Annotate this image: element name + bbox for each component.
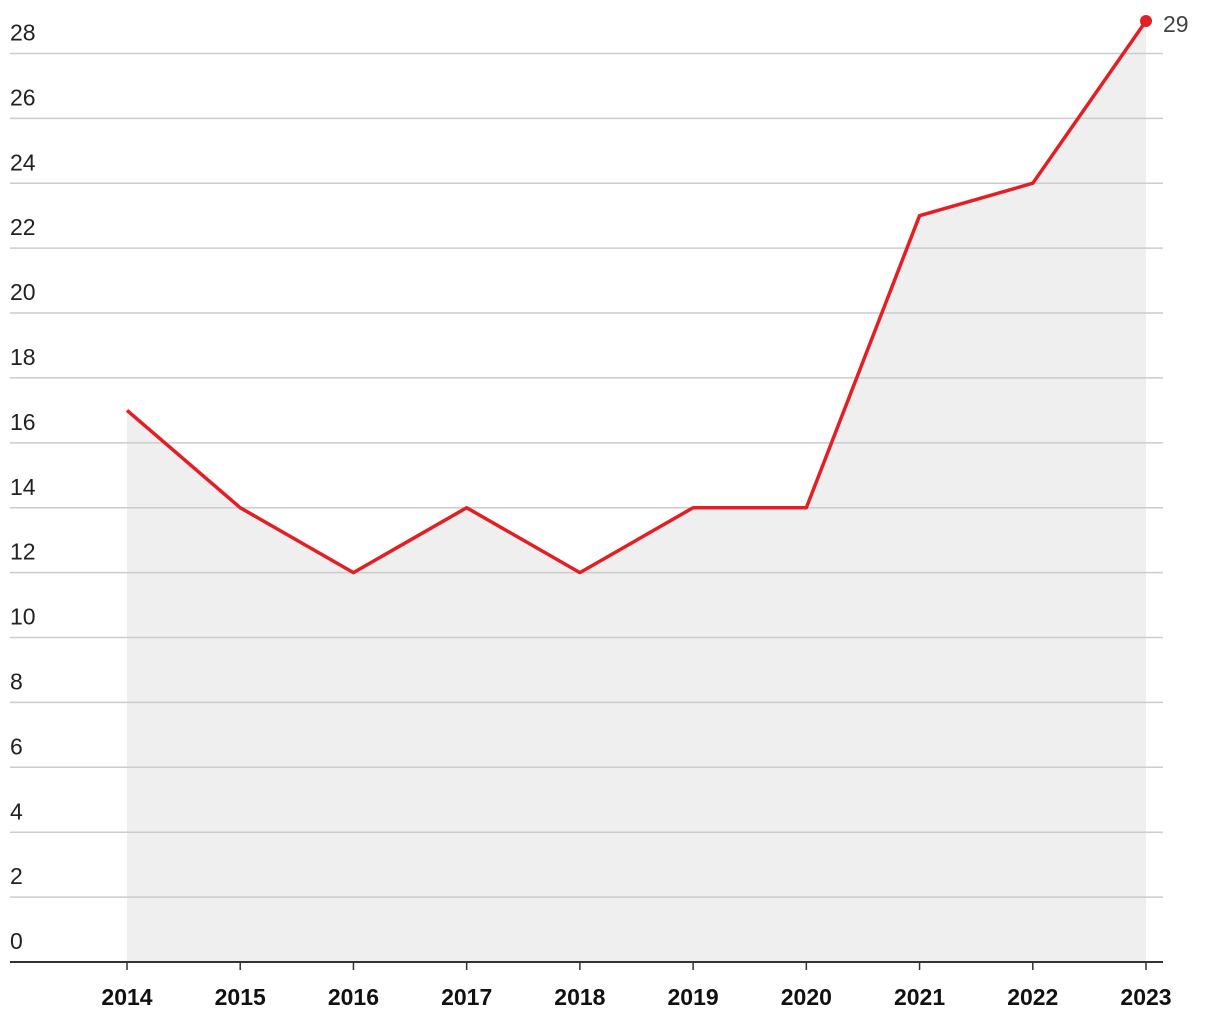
y-tick-label: 28	[10, 20, 36, 46]
value-label: 29	[1163, 11, 1189, 37]
x-tick-label: 2018	[554, 984, 605, 1010]
x-tick-label: 2014	[101, 984, 152, 1010]
y-tick-label: 10	[10, 604, 36, 630]
y-tick-label: 16	[10, 409, 36, 435]
y-tick-label: 24	[10, 149, 36, 175]
y-tick-label: 20	[10, 279, 36, 305]
x-tick-label: 2023	[1120, 984, 1171, 1010]
area	[127, 21, 1146, 962]
y-tick-label: 26	[10, 84, 36, 110]
x-tick-label: 2022	[1007, 984, 1058, 1010]
x-tick-label: 2016	[328, 984, 379, 1010]
y-tick-label: 6	[10, 733, 23, 759]
line	[125, 19, 1148, 575]
x-tick-label: 2021	[894, 984, 945, 1010]
y-tick-label: 4	[10, 798, 23, 824]
y-tick-label: 14	[10, 474, 36, 500]
y-tick-label: 22	[10, 214, 36, 240]
y-tick-label: 8	[10, 668, 23, 694]
x-tick-label: 2020	[781, 984, 832, 1010]
x-tick-label: 2015	[215, 984, 266, 1010]
y-tick-label: 2	[10, 863, 23, 889]
y-tick-label: 12	[10, 539, 36, 565]
y-tick-label: 0	[10, 928, 23, 954]
x-tick-label: 2017	[441, 984, 492, 1010]
end-point	[1140, 15, 1152, 27]
x-tick-label: 2019	[668, 984, 719, 1010]
y-tick-label: 18	[10, 344, 36, 370]
